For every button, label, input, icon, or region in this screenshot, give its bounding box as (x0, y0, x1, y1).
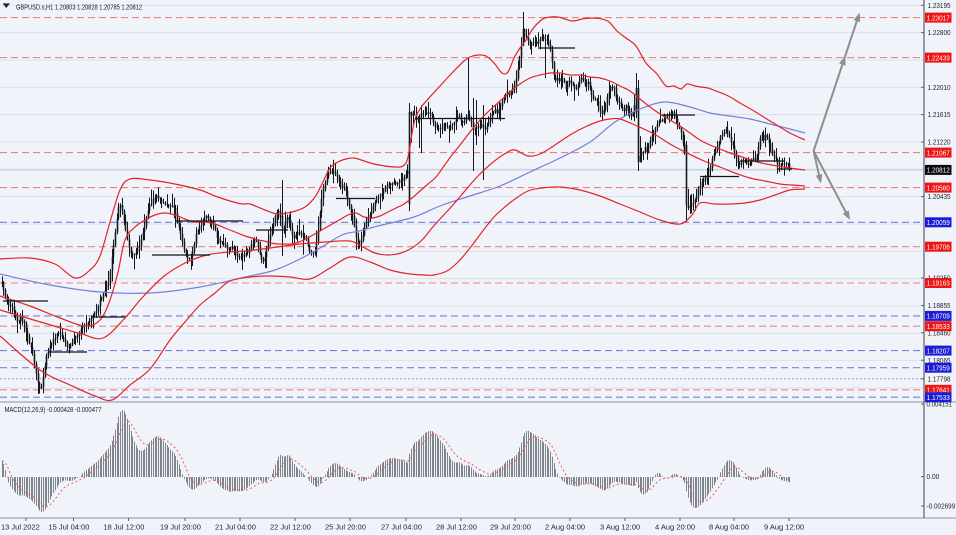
svg-text:19 Jul 20:00: 19 Jul 20:00 (160, 523, 201, 532)
svg-text:18 Jul 12:00: 18 Jul 12:00 (104, 523, 145, 532)
svg-text:8 Aug 04:00: 8 Aug 04:00 (709, 523, 749, 532)
svg-text:1.19706: 1.19706 (927, 242, 950, 251)
svg-text:2 Aug 04:00: 2 Aug 04:00 (545, 523, 585, 532)
svg-text:1.18855: 1.18855 (928, 301, 951, 310)
svg-text:28 Jul 12:00: 28 Jul 12:00 (436, 523, 477, 532)
svg-text:1.22800: 1.22800 (928, 28, 951, 37)
svg-text:1.17641: 1.17641 (927, 386, 950, 395)
svg-text:1.18460: 1.18460 (928, 328, 951, 337)
svg-text:27 Jul 04:00: 27 Jul 04:00 (381, 523, 422, 532)
svg-text:1.17959: 1.17959 (927, 363, 950, 372)
svg-text:1.23195: 1.23195 (928, 1, 951, 10)
svg-text:1.21615: 1.21615 (928, 110, 951, 119)
svg-text:1.22439: 1.22439 (927, 53, 950, 62)
svg-text:22 Jul 12:00: 22 Jul 12:00 (270, 523, 311, 532)
svg-text:1.20435: 1.20435 (928, 192, 951, 201)
svg-text:4 Aug 20:00: 4 Aug 20:00 (655, 523, 695, 532)
svg-text:21 Jul 04:00: 21 Jul 04:00 (215, 523, 256, 532)
svg-text:29 Jul 20:00: 29 Jul 20:00 (490, 523, 531, 532)
svg-text:MACD(12,26,9) -0.000428 -0.000: MACD(12,26,9) -0.000428 -0.000477 (5, 407, 102, 414)
svg-text:1.18207: 1.18207 (927, 346, 950, 355)
svg-text:3 Aug 12:00: 3 Aug 12:00 (600, 523, 640, 532)
svg-text:25 Jul 20:00: 25 Jul 20:00 (325, 523, 366, 532)
svg-text:1.20560: 1.20560 (927, 183, 950, 192)
svg-text:9 Aug 12:00: 9 Aug 12:00 (764, 523, 804, 532)
svg-text:1.18533: 1.18533 (927, 322, 950, 331)
svg-text:1.19163: 1.19163 (927, 279, 950, 288)
svg-text:1.20059: 1.20059 (927, 218, 950, 227)
svg-text:GBPUSD.s,H1 1.20803 1.20828 1: GBPUSD.s,H1 1.20803 1.20828 1.20785 1.20… (16, 3, 142, 12)
svg-text:-0.002699: -0.002699 (927, 502, 956, 511)
svg-text:1.20812: 1.20812 (927, 166, 950, 175)
svg-text:1.18709: 1.18709 (927, 312, 950, 321)
svg-text:1.18065: 1.18065 (928, 356, 951, 365)
svg-text:1.23017: 1.23017 (927, 13, 950, 22)
svg-text:1.17798: 1.17798 (928, 374, 951, 383)
svg-text:15 Jul 04:00: 15 Jul 04:00 (49, 523, 90, 532)
svg-text:0.00: 0.00 (927, 472, 940, 481)
svg-text:0.004151: 0.004151 (927, 400, 953, 409)
svg-text:1.17533: 1.17533 (927, 393, 950, 402)
svg-text:1.21067: 1.21067 (927, 148, 950, 157)
svg-text:13 Jul 2022: 13 Jul 2022 (1, 523, 40, 532)
svg-text:1.22010: 1.22010 (928, 83, 951, 92)
svg-text:1.21220: 1.21220 (928, 138, 951, 147)
